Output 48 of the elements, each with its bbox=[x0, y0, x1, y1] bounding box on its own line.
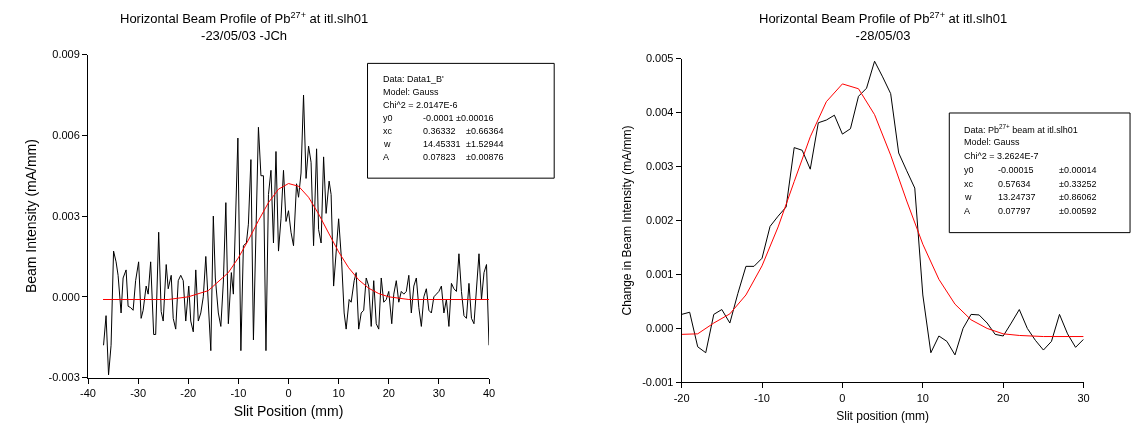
y-tick-label: 0.003 bbox=[645, 160, 674, 173]
x-tick-label: 10 bbox=[916, 391, 929, 404]
x-tick-label: 0 bbox=[285, 386, 292, 399]
x-axis-title: Slit Position (mm) bbox=[233, 403, 344, 420]
y-tick-label: 0.003 bbox=[52, 209, 80, 222]
y-tick-label: 0.000 bbox=[52, 290, 80, 303]
chart-title: Horizontal Beam Profile of Pb$^{27+}$ at itl.slh01 -23/05/03 -JCh bbox=[120, 10, 369, 44]
x-tick-label: -10 bbox=[230, 386, 247, 399]
y-tick-label: 0.002 bbox=[645, 214, 674, 227]
text: y0 -0.0001 ±0.00016 bbox=[383, 113, 494, 123]
x-tick-label: 40 bbox=[482, 386, 496, 399]
x-tick-label: 30 bbox=[1077, 391, 1090, 404]
chart-title: Horizontal Beam Profile of Pb$^{27+}$ at itl.slh01 -28/05/03 bbox=[759, 10, 1008, 44]
text: xc 0.36332 ±0.66364 bbox=[383, 126, 504, 136]
x-tick-label: 10 bbox=[332, 386, 345, 399]
x-tick-label: 20 bbox=[997, 391, 1010, 404]
y-tick-label: -0.003 bbox=[48, 371, 80, 384]
x-tick-label: -20 bbox=[180, 386, 197, 399]
y-tick-label: 0.004 bbox=[645, 106, 674, 119]
y-tick-label: 0.006 bbox=[52, 129, 80, 142]
y-tick-label: 0.005 bbox=[645, 52, 674, 65]
x-tick-label: 30 bbox=[432, 386, 446, 399]
x-axis-title: Slit position (mm) bbox=[836, 408, 929, 423]
line-series bbox=[102, 183, 490, 301]
x-tick-label: -30 bbox=[130, 386, 147, 399]
annotation: Model: Gauss bbox=[383, 87, 440, 97]
text: w 14.45331 ±1.52944 bbox=[384, 139, 504, 149]
x-tick-label: -20 bbox=[673, 391, 690, 404]
text: A 0.07823 ±0.00876 bbox=[383, 152, 504, 162]
y-axis-title: Beam Intensity (mA/mm) bbox=[23, 139, 40, 294]
text: y0 -0.00015 ±0.00014 bbox=[964, 165, 1097, 175]
y-tick-label: 0.009 bbox=[52, 48, 80, 61]
annotation: Data: Data1_B' bbox=[383, 74, 445, 84]
annotation: Chi^2 = 2.0147E-6 bbox=[383, 100, 458, 110]
x-tick-label: 20 bbox=[382, 386, 395, 399]
text: A 0.07797 ±0.00592 bbox=[964, 206, 1097, 216]
y-tick-label: -0.001 bbox=[642, 376, 674, 389]
y-axis-title: Change in Beam Intensity (mA/mm) bbox=[619, 125, 634, 316]
annotation: Data: Pb$^{27+}$ beam at itl.slh01 bbox=[964, 123, 1078, 135]
y-tick-label: 0.000 bbox=[645, 322, 674, 335]
y-tick-label: 0.001 bbox=[645, 268, 674, 281]
annotation: Model: Gauss bbox=[964, 137, 1021, 147]
text: w 13.24737 ±0.86062 bbox=[965, 192, 1097, 202]
text: xc 0.57634 ±0.33252 bbox=[964, 179, 1097, 189]
x-tick-label: -10 bbox=[754, 391, 770, 404]
annotation: Chi^2 = 3.2624E-7 bbox=[964, 151, 1039, 161]
x-tick-label: 0 bbox=[839, 391, 846, 404]
x-tick-label: -40 bbox=[80, 386, 96, 399]
